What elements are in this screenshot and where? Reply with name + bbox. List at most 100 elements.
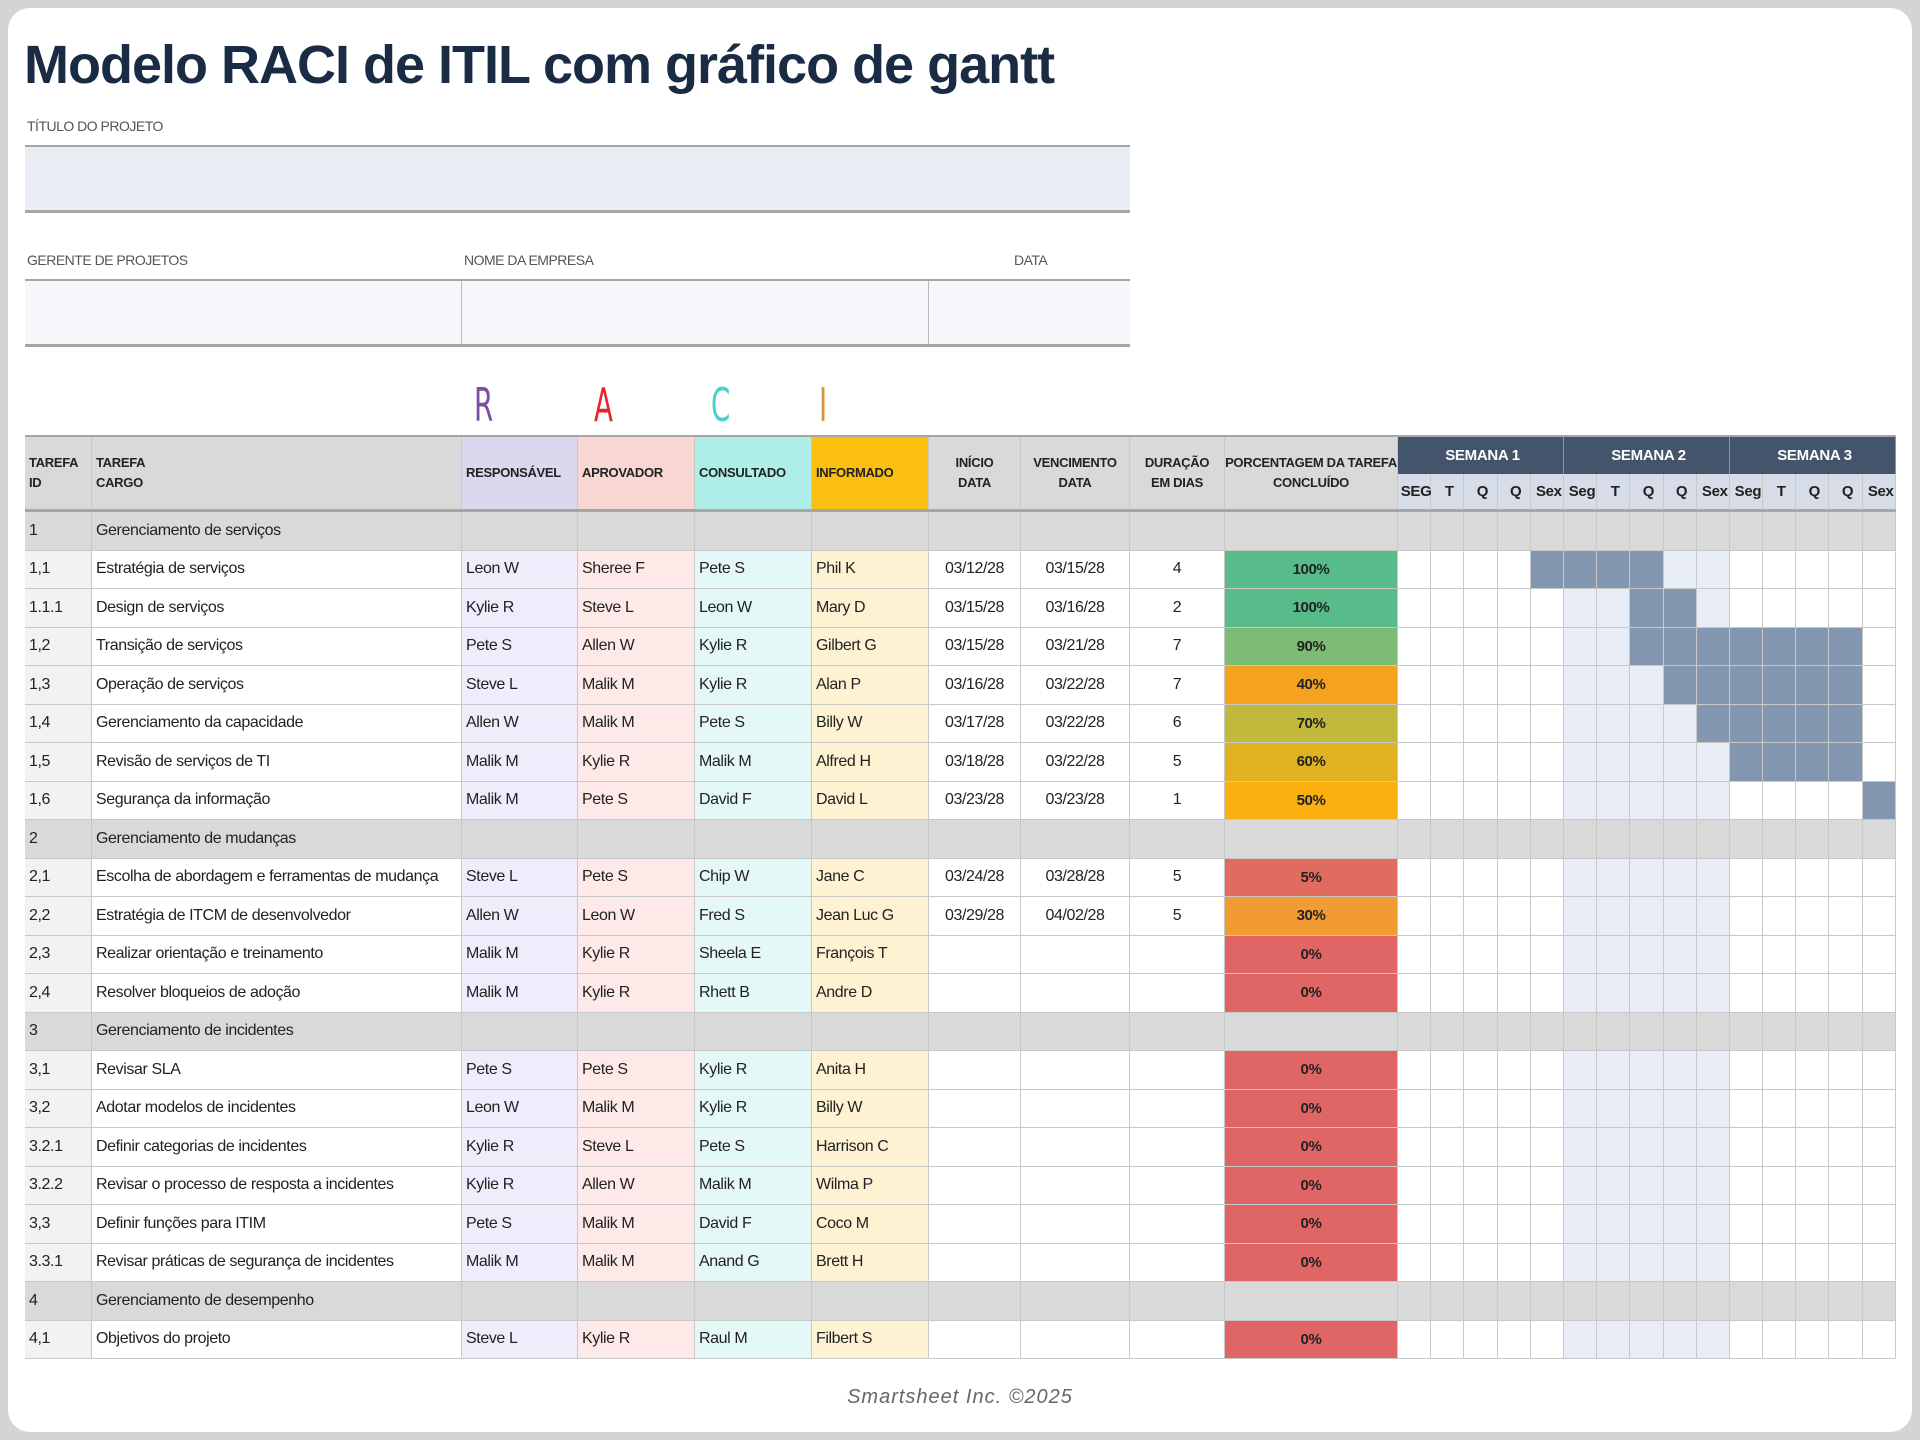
cell-r[interactable] [462,1012,578,1050]
cell-end[interactable]: 03/23/28 [1021,781,1130,819]
cell-start[interactable]: 03/16/28 [929,666,1021,704]
cell-a[interactable]: Kylie R [578,1320,695,1358]
cell-dur[interactable] [1130,1320,1225,1358]
cell-a[interactable]: Kylie R [578,935,695,973]
date-input[interactable] [929,281,1130,344]
cell-r[interactable]: Kylie R [462,589,578,627]
cell-start[interactable] [929,512,1021,550]
cell-id[interactable]: 3 [25,1012,92,1050]
cell-r[interactable] [462,1282,578,1320]
cell-end[interactable] [1021,1051,1130,1089]
cell-a[interactable]: Steve L [578,1128,695,1166]
cell-pct[interactable]: 0% [1225,1166,1398,1204]
cell-id[interactable]: 2 [25,820,92,858]
cell-r[interactable]: Malik M [462,781,578,819]
cell-end[interactable] [1021,1320,1130,1358]
cell-a[interactable]: Allen W [578,1166,695,1204]
cell-i[interactable]: Jean Luc G [812,897,929,935]
cell-task[interactable]: Estratégia de ITCM de desenvolvedor [92,897,462,935]
cell-id[interactable]: 3,3 [25,1205,92,1243]
cell-start[interactable] [929,1243,1021,1281]
cell-pct[interactable]: 0% [1225,1205,1398,1243]
cell-c[interactable] [695,1282,812,1320]
cell-start[interactable] [929,1012,1021,1050]
cell-task[interactable]: Objetivos do projeto [92,1320,462,1358]
cell-a[interactable]: Pete S [578,1051,695,1089]
cell-c[interactable]: Kylie R [695,627,812,665]
cell-end[interactable] [1021,820,1130,858]
cell-r[interactable] [462,512,578,550]
cell-id[interactable]: 2,3 [25,935,92,973]
cell-start[interactable]: 03/23/28 [929,781,1021,819]
cell-c[interactable]: Pete S [695,1128,812,1166]
cell-a[interactable] [578,1282,695,1320]
cell-id[interactable]: 3.3.1 [25,1243,92,1281]
cell-id[interactable]: 1,4 [25,704,92,742]
cell-a[interactable]: Steve L [578,589,695,627]
cell-r[interactable]: Steve L [462,858,578,896]
cell-r[interactable]: Malik M [462,935,578,973]
cell-end[interactable] [1021,935,1130,973]
cell-dur[interactable] [1130,935,1225,973]
cell-id[interactable]: 3,2 [25,1089,92,1127]
cell-start[interactable]: 03/17/28 [929,704,1021,742]
cell-a[interactable]: Allen W [578,627,695,665]
cell-task[interactable]: Resolver bloqueios de adoção [92,974,462,1012]
cell-c[interactable]: Fred S [695,897,812,935]
cell-c[interactable]: Pete S [695,704,812,742]
cell-pct[interactable] [1225,820,1398,858]
cell-start[interactable] [929,1089,1021,1127]
cell-end[interactable]: 03/21/28 [1021,627,1130,665]
cell-i[interactable]: Alfred H [812,743,929,781]
cell-dur[interactable] [1130,1012,1225,1050]
cell-i[interactable]: Billy W [812,1089,929,1127]
cell-a[interactable]: Malik M [578,1243,695,1281]
cell-start[interactable] [929,935,1021,973]
cell-start[interactable]: 03/24/28 [929,858,1021,896]
cell-pct[interactable]: 100% [1225,550,1398,588]
cell-id[interactable]: 1,3 [25,666,92,704]
cell-start[interactable]: 03/29/28 [929,897,1021,935]
cell-r[interactable]: Malik M [462,1243,578,1281]
cell-id[interactable]: 4,1 [25,1320,92,1358]
cell-pct[interactable]: 40% [1225,666,1398,704]
cell-c[interactable]: Sheela E [695,935,812,973]
cell-i[interactable]: Andre D [812,974,929,1012]
cell-task[interactable]: Revisar práticas de segurança de inciden… [92,1243,462,1281]
cell-start[interactable] [929,820,1021,858]
cell-start[interactable]: 03/18/28 [929,743,1021,781]
cell-dur[interactable] [1130,1051,1225,1089]
cell-pct[interactable]: 0% [1225,974,1398,1012]
cell-r[interactable]: Pete S [462,1205,578,1243]
cell-i[interactable]: Mary D [812,589,929,627]
cell-start[interactable]: 03/12/28 [929,550,1021,588]
cell-dur[interactable]: 1 [1130,781,1225,819]
cell-task[interactable]: Operação de serviços [92,666,462,704]
cell-pct[interactable]: 100% [1225,589,1398,627]
cell-c[interactable]: David F [695,1205,812,1243]
cell-end[interactable] [1021,1243,1130,1281]
cell-id[interactable]: 1,6 [25,781,92,819]
cell-c[interactable]: Malik M [695,743,812,781]
cell-end[interactable] [1021,1128,1130,1166]
cell-dur[interactable] [1130,974,1225,1012]
company-input[interactable] [462,281,929,344]
manager-input[interactable] [25,281,462,344]
cell-task[interactable]: Revisão de serviços de TI [92,743,462,781]
cell-a[interactable] [578,1012,695,1050]
cell-r[interactable]: Kylie R [462,1128,578,1166]
cell-start[interactable] [929,1051,1021,1089]
cell-task[interactable]: Definir funções para ITIM [92,1205,462,1243]
cell-pct[interactable]: 0% [1225,935,1398,973]
cell-id[interactable]: 3,1 [25,1051,92,1089]
cell-id[interactable]: 1,2 [25,627,92,665]
cell-i[interactable] [812,1012,929,1050]
cell-pct[interactable]: 0% [1225,1089,1398,1127]
cell-a[interactable]: Kylie R [578,974,695,1012]
cell-pct[interactable] [1225,1282,1398,1320]
cell-r[interactable]: Steve L [462,666,578,704]
cell-c[interactable]: Pete S [695,550,812,588]
cell-task[interactable]: Gerenciamento da capacidade [92,704,462,742]
cell-id[interactable]: 3.2.1 [25,1128,92,1166]
cell-i[interactable]: Billy W [812,704,929,742]
